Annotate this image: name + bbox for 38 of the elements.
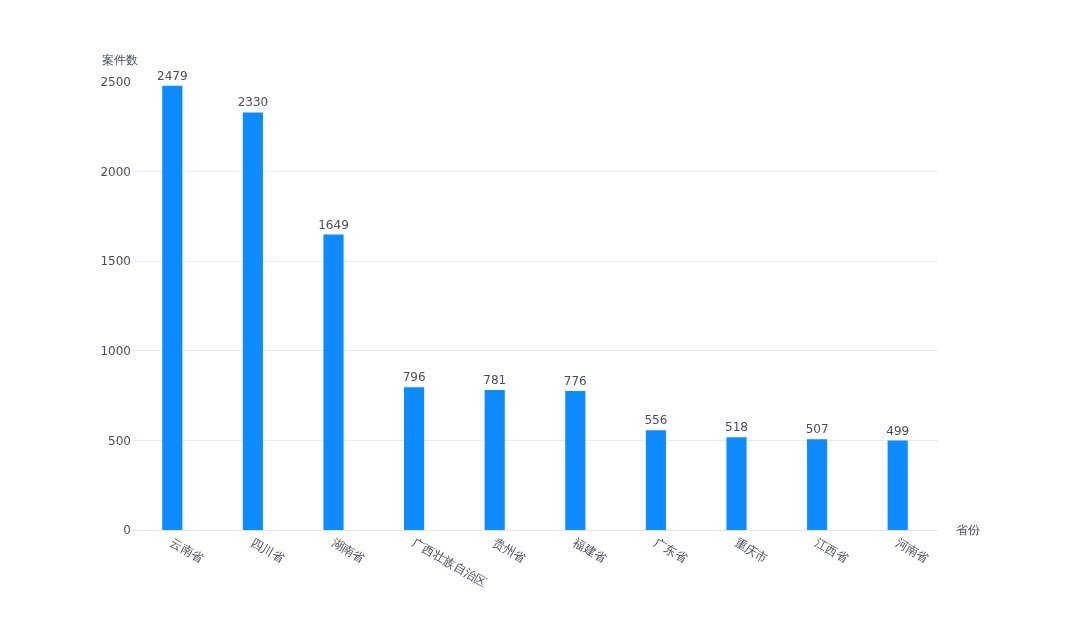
data-label: 507 (805, 422, 829, 437)
data-label: 796 (402, 370, 426, 385)
bar (323, 234, 344, 530)
x-tick-label: 贵州省 (490, 535, 529, 566)
bar (484, 390, 505, 530)
x-tick-label: 福建省 (570, 535, 609, 566)
x-tick-label: 河南省 (893, 535, 932, 566)
y-tick-label: 2000 (100, 164, 131, 179)
data-label: 556 (644, 413, 668, 428)
data-label: 776 (563, 373, 587, 388)
y-tick-label: 500 (108, 433, 131, 448)
bar (726, 437, 747, 530)
bar (565, 390, 586, 530)
bar (162, 85, 183, 530)
data-label: 2479 (157, 68, 188, 83)
y-tick-label: 1000 (100, 344, 131, 358)
data-label: 2330 (237, 95, 269, 110)
x-axis-title: 省份 (956, 523, 980, 537)
bar (242, 112, 263, 530)
data-label: 499 (886, 423, 910, 438)
x-tick-label: 广东省 (651, 535, 690, 566)
bar (645, 430, 666, 530)
data-label: 518 (725, 420, 748, 435)
y-tick-label: 0 (123, 523, 131, 538)
x-tick-label: 江西省 (812, 535, 851, 566)
bar (887, 440, 908, 530)
x-tick-label: 云南省 (167, 535, 206, 566)
y-tick-label: 1500 (100, 254, 131, 269)
x-tick-label: 重庆市 (732, 535, 771, 566)
bar (807, 439, 828, 530)
y-axis-title: 案件数 (102, 53, 138, 67)
bar (404, 387, 425, 530)
data-label: 781 (483, 373, 507, 388)
y-tick-label: 2500 (100, 75, 131, 90)
x-tick-label: 广西壮族自治区 (409, 535, 490, 590)
x-tick-label: 四川省 (248, 535, 287, 566)
x-tick-label: 湖南省 (329, 535, 368, 566)
data-label: 1649 (318, 217, 349, 232)
